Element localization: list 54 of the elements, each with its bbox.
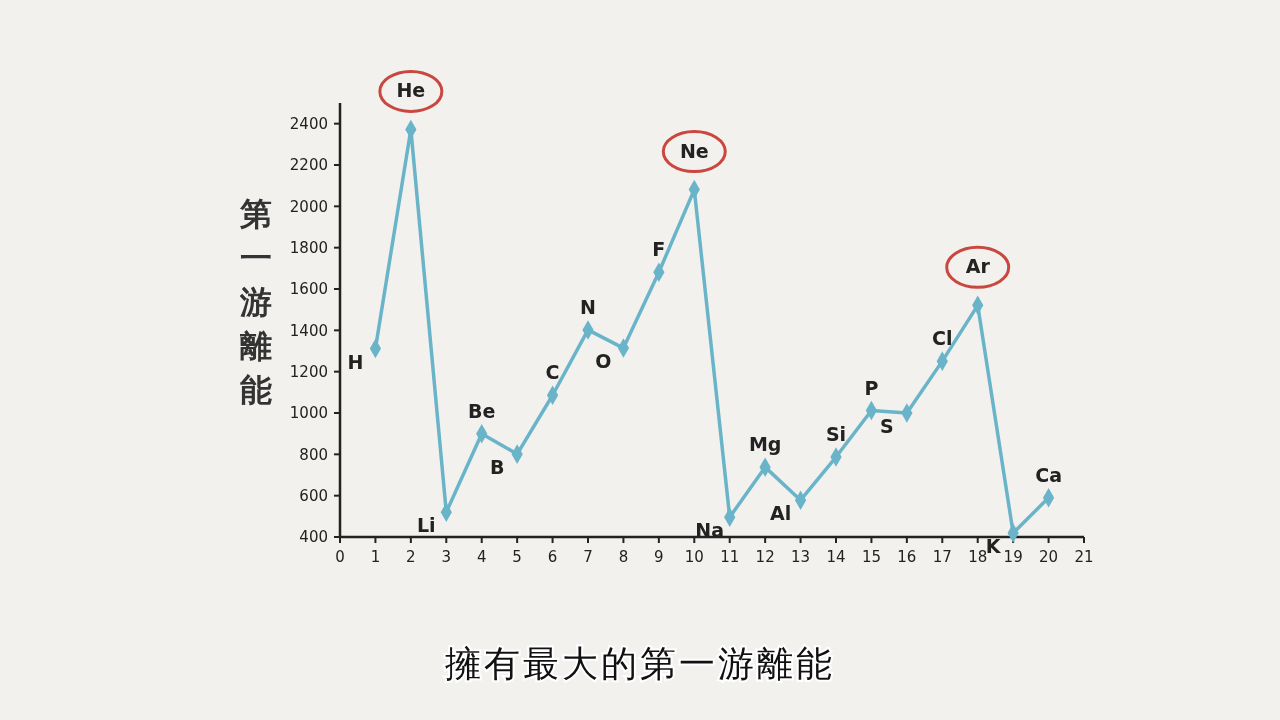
annotation: He — [396, 79, 426, 102]
y-tick-label: 1600 — [289, 280, 328, 299]
x-tick-label: 14 — [826, 548, 846, 566]
y-tick-label: 1400 — [289, 321, 328, 340]
annotation: Al — [769, 502, 792, 525]
annotation: Ne — [679, 139, 709, 162]
annotation: Ca — [1035, 463, 1062, 486]
x-tick-label: 0 — [335, 548, 345, 566]
annotation: F — [652, 238, 666, 261]
annotation: Li — [416, 514, 436, 537]
annotation: P — [864, 376, 879, 399]
x-tick-label: 9 — [654, 548, 664, 566]
x-tick-label: 11 — [720, 548, 740, 566]
annotation: Cl — [932, 327, 953, 350]
y-tick-label: 2400 — [289, 114, 328, 133]
x-tick-label: 7 — [583, 548, 593, 566]
x-tick-label: 18 — [968, 548, 988, 566]
y-tick-label: 1800 — [289, 238, 328, 257]
x-tick-label: 20 — [1039, 548, 1059, 566]
y-tick-label: 1200 — [289, 362, 328, 381]
x-tick-label: 3 — [441, 548, 452, 566]
annotation: Be — [468, 399, 496, 422]
y-tick-label: 400 — [299, 528, 328, 547]
y-tick-label: 1000 — [289, 404, 328, 423]
annotation: C — [545, 361, 560, 384]
annotation: B — [489, 456, 505, 479]
annotation: Ar — [965, 255, 991, 278]
x-tick-label: 1 — [370, 548, 381, 566]
annotation: H — [347, 350, 364, 373]
annotation: Si — [825, 423, 847, 446]
annotation: K — [985, 535, 1002, 558]
x-tick-label: 16 — [897, 548, 917, 566]
x-tick-label: 13 — [791, 548, 811, 566]
y-tick-label: 800 — [299, 445, 328, 464]
annotation: N — [580, 295, 596, 318]
x-tick-label: 12 — [755, 548, 775, 566]
x-tick-label: 8 — [618, 548, 629, 566]
y-tick-label: 600 — [299, 486, 328, 505]
annotation: S — [880, 415, 894, 437]
x-tick-label: 4 — [476, 548, 487, 566]
x-tick-label: 2 — [406, 548, 416, 566]
annotation: Mg — [748, 433, 782, 456]
text: 擁有最大的第一游離能 — [445, 643, 835, 684]
y-tick-label: 2000 — [289, 197, 328, 216]
x-tick-label: 17 — [932, 548, 952, 566]
x-tick-label: 15 — [861, 548, 881, 566]
x-tick-label: 6 — [547, 548, 558, 566]
y-tick-label: 2200 — [289, 156, 328, 175]
x-tick-label: 21 — [1074, 548, 1094, 566]
x-tick-label: 5 — [512, 548, 522, 566]
y-axis-title: 第一游離能 — [239, 195, 272, 409]
x-tick-label: 19 — [1003, 548, 1023, 566]
annotation: O — [595, 350, 612, 373]
x-tick-label: 10 — [684, 548, 704, 566]
